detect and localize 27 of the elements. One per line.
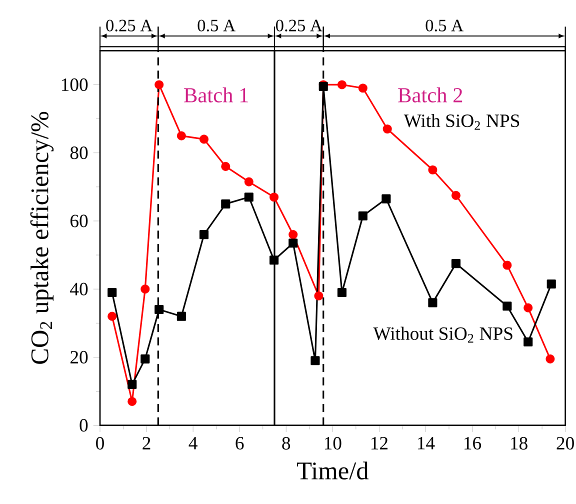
text: 0.5 A bbox=[426, 20, 464, 32]
x-tick-label: 0 bbox=[96, 436, 104, 450]
x-axis-title: Time/d bbox=[296, 462, 369, 480]
series-label: With SiO$_{2}$ NPS bbox=[404, 114, 520, 130]
y-tick-label: 40 bbox=[70, 282, 88, 296]
text: 0.5 A bbox=[198, 20, 236, 32]
y-tick-label: 60 bbox=[70, 214, 88, 228]
x-tick-label: 8 bbox=[282, 436, 290, 450]
text: 0.25 A bbox=[276, 20, 322, 32]
annotation: Batch 2 bbox=[398, 87, 462, 102]
x-tick-label: 12 bbox=[371, 436, 388, 450]
annotation: Batch 1 bbox=[184, 87, 248, 102]
y-tick-label: 100 bbox=[62, 78, 88, 92]
series-label: Without SiO$_{2}$ NPS bbox=[373, 326, 512, 343]
x-tick-label: 16 bbox=[464, 436, 482, 450]
text: 0.25 A bbox=[106, 20, 153, 32]
x-tick-label: 18 bbox=[511, 436, 528, 450]
x-tick-label: 20 bbox=[556, 436, 574, 450]
y-tick-label: 20 bbox=[70, 350, 88, 364]
y-axis-title: CO$_{2}$ uptake efficiency/% bbox=[30, 112, 54, 364]
x-tick-label: 6 bbox=[236, 436, 244, 450]
x-tick-label: 2 bbox=[142, 436, 150, 450]
x-tick-label: 10 bbox=[324, 436, 342, 450]
x-tick-label: 4 bbox=[188, 436, 198, 450]
y-tick-label: 0 bbox=[80, 419, 88, 432]
x-tick-label: 14 bbox=[418, 436, 435, 450]
y-tick-label: 80 bbox=[70, 146, 88, 160]
